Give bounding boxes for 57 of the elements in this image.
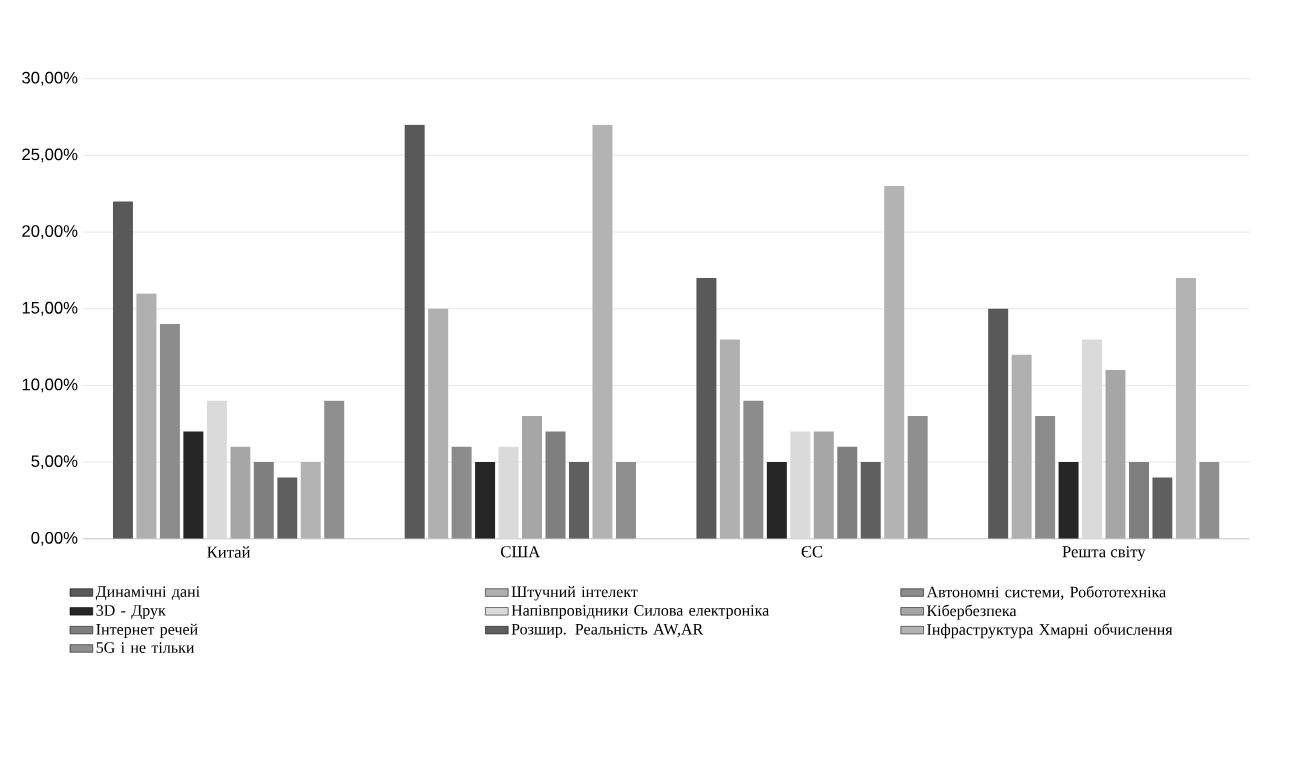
bar — [159, 324, 180, 540]
bar — [907, 416, 928, 540]
bar — [545, 431, 566, 540]
bar — [277, 477, 298, 540]
legend-label: Штучний інтелект — [511, 586, 638, 601]
bar — [568, 462, 589, 540]
legend-label: Автономні системи, Робототехніка — [926, 586, 1166, 600]
bar — [1128, 462, 1149, 540]
bar — [404, 124, 425, 540]
bar — [522, 416, 543, 540]
bar — [112, 201, 133, 540]
bar — [1011, 354, 1032, 540]
bar — [230, 447, 251, 540]
bar — [988, 308, 1009, 540]
y-tick-label: 30,00% — [22, 72, 78, 86]
x-tick-label: США — [501, 546, 541, 558]
y-tick-label: 20,00% — [22, 225, 78, 240]
bar — [451, 447, 472, 540]
legend-label: Напівпровідники Силова електроніка — [511, 605, 770, 620]
bar — [428, 308, 449, 540]
legend-label: Інтернет речей — [96, 623, 198, 639]
bar — [592, 124, 613, 540]
bar — [615, 462, 636, 540]
bar — [696, 278, 717, 540]
bar — [743, 401, 764, 540]
bar — [1035, 416, 1056, 540]
x-tick-label: ЄС — [801, 546, 823, 558]
legend-label: 5G і не тільки — [96, 642, 195, 654]
y-tick-label: 25,00% — [22, 148, 78, 163]
bar — [1152, 477, 1173, 540]
legend-label: Динамічні дані — [95, 586, 200, 601]
bar — [1175, 278, 1196, 540]
y-tick-label: 10,00% — [22, 378, 78, 393]
bar — [183, 431, 204, 540]
bar — [136, 293, 157, 540]
bar — [300, 462, 321, 540]
y-tick-label: 5,00% — [31, 455, 78, 470]
legend-label: Кібербезпека — [926, 604, 1017, 620]
bar — [1199, 462, 1220, 540]
bar — [1105, 370, 1126, 540]
x-tick-label: Китай — [207, 546, 251, 558]
bar — [766, 462, 787, 540]
x-tick-label: Решта світу — [1062, 546, 1146, 562]
bar — [719, 339, 740, 540]
bar — [884, 186, 905, 540]
y-tick-label: 0,00% — [31, 532, 78, 546]
bar — [813, 431, 834, 540]
bar — [837, 447, 858, 540]
bar — [475, 462, 496, 540]
bar — [253, 462, 274, 540]
legend-label: Розшир. Реальність AW,AR — [511, 624, 704, 639]
bar — [324, 401, 345, 540]
bar — [860, 462, 881, 540]
y-tick-label: 15,00% — [22, 302, 78, 316]
bar — [1058, 462, 1079, 540]
legend-label: Інфраструктура Хмарні обчислення — [927, 623, 1173, 639]
legend-label: 3D - Друк — [96, 605, 166, 620]
